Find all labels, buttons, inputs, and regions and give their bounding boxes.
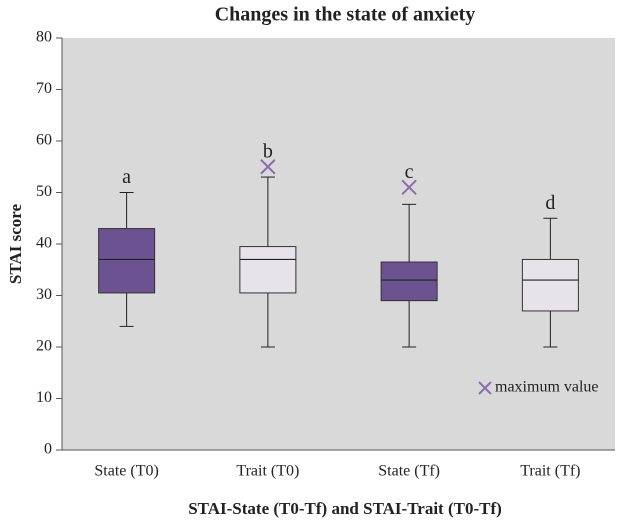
y-tick-label: 30 xyxy=(36,286,52,303)
box xyxy=(239,246,297,294)
x-tick-label: Trait (T0) xyxy=(236,463,299,480)
group-label: d xyxy=(545,192,555,214)
y-tick-label: 70 xyxy=(36,80,52,97)
x-tick-label: State (T0) xyxy=(94,463,158,480)
y-tick-label: 0 xyxy=(44,441,52,458)
y-tick-label: 80 xyxy=(36,29,52,46)
max-marker xyxy=(260,159,276,175)
y-tick-label: 20 xyxy=(36,338,52,355)
box xyxy=(98,228,156,294)
legend-label: maximum value xyxy=(495,379,599,396)
x-tick-label: Trait (Tf) xyxy=(520,463,580,480)
box xyxy=(380,261,438,302)
group-label: c xyxy=(405,161,414,183)
y-tick-label: 50 xyxy=(36,183,52,200)
group-label: a xyxy=(122,166,131,188)
x-axis-label: STAI-State (T0-Tf) and STAI-Trait (T0-Tf… xyxy=(188,499,502,518)
x-tick-label: State (Tf) xyxy=(378,463,440,480)
group-label: b xyxy=(263,140,273,162)
y-tick-label: 60 xyxy=(36,132,52,149)
legend-marker xyxy=(478,381,492,395)
y-tick-label: 10 xyxy=(36,389,52,406)
max-marker xyxy=(401,179,417,196)
y-axis-label: STAI score xyxy=(6,203,25,284)
y-tick-label: 40 xyxy=(36,235,52,252)
box xyxy=(521,258,579,312)
chart-title: Changes in the state of anxiety xyxy=(215,4,476,26)
